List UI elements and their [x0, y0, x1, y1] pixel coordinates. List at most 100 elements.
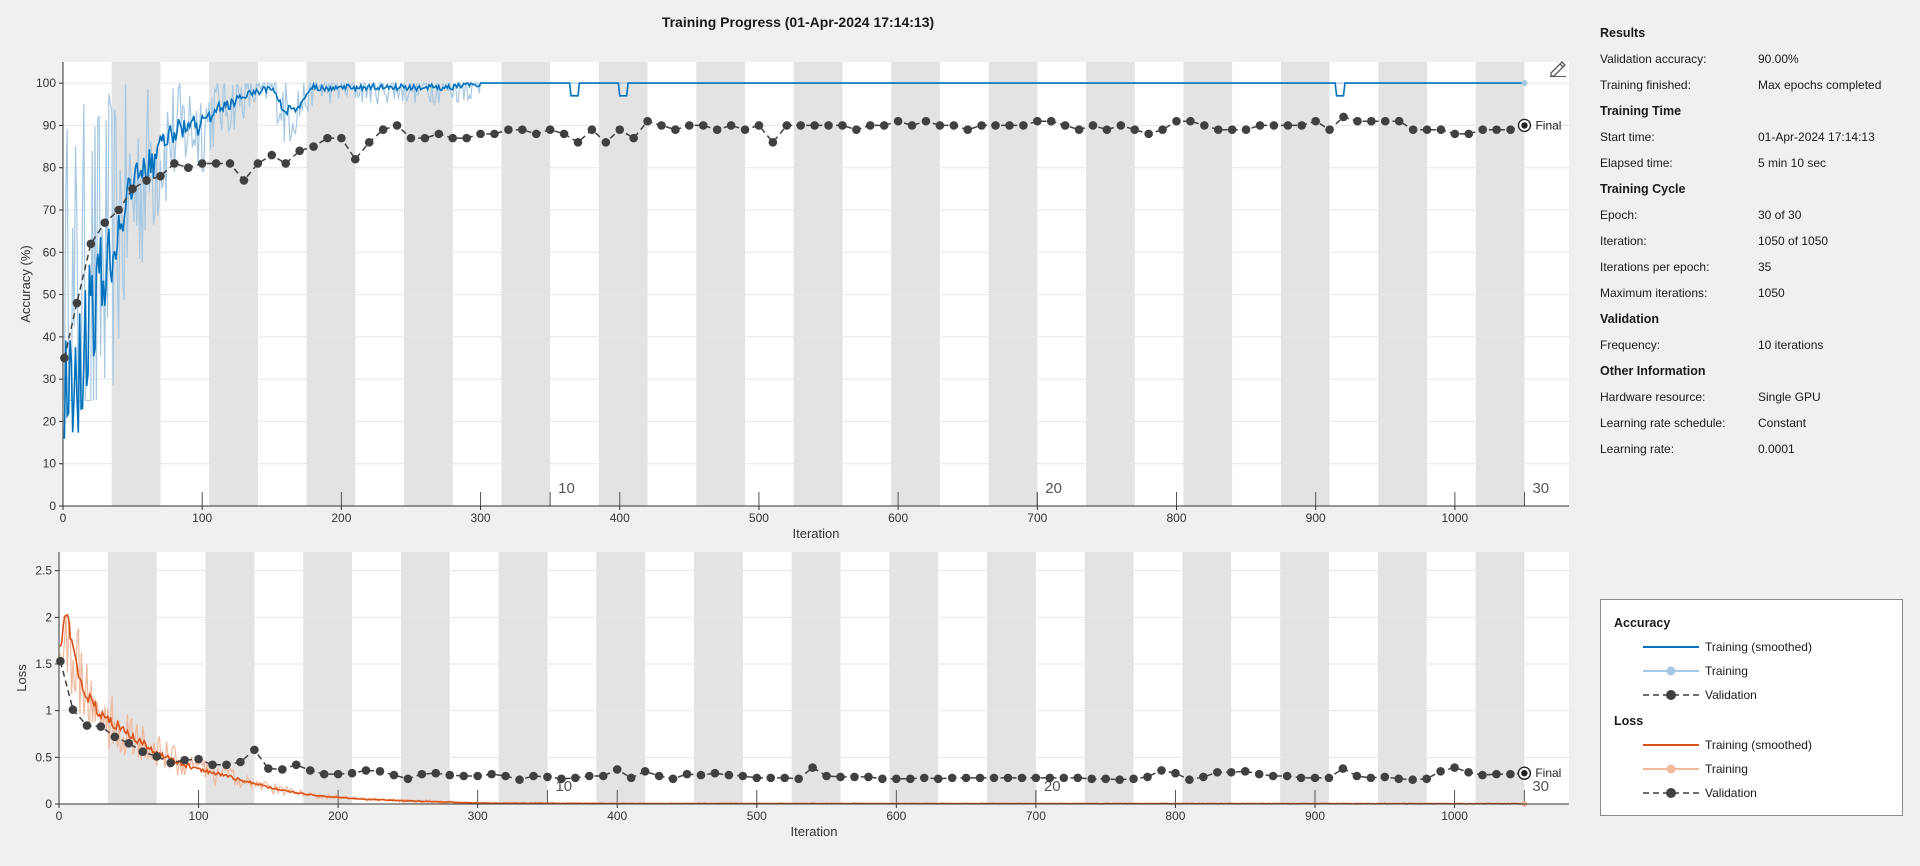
validation-line [63, 116, 1525, 359]
validation-point [1324, 773, 1334, 783]
validation-point [1003, 773, 1013, 783]
x-tick-label: 400 [607, 809, 627, 823]
validation-point [1157, 766, 1166, 775]
validation-point [86, 239, 96, 249]
info-value: 10 iterations [1758, 338, 1824, 352]
epoch-band [404, 62, 453, 506]
validation-point [1129, 774, 1138, 784]
info-row: Learning rate: 0.0001 [1600, 440, 1910, 466]
validation-point [72, 298, 82, 308]
validation-point [1450, 129, 1460, 139]
legend-line-swatch [1643, 744, 1699, 746]
epoch-label: 30 [1532, 480, 1549, 497]
validation-point [682, 769, 692, 779]
validation-point [726, 121, 736, 130]
validation-point [211, 159, 221, 168]
validation-point [515, 775, 524, 785]
validation-point [1186, 116, 1195, 126]
validation-point [865, 121, 875, 130]
info-value: Max epochs completed [1758, 78, 1882, 92]
validation-point [1338, 764, 1348, 773]
validation-point [1185, 775, 1194, 785]
info-key: Iteration: [1600, 234, 1647, 248]
info-section-heading: Training Time [1600, 104, 1682, 118]
validation-point [1241, 125, 1251, 134]
validation-point [573, 138, 583, 147]
validation-point [277, 765, 287, 774]
info-key: Validation accuracy: [1600, 52, 1707, 66]
validation-point [96, 722, 106, 731]
x-tick-label: 300 [471, 511, 491, 525]
validation-point [1353, 116, 1362, 126]
epoch-label: 10 [558, 480, 575, 497]
validation-point [337, 133, 346, 143]
validation-point [601, 138, 611, 147]
x-tick-label: 0 [56, 809, 63, 823]
validation-point [375, 767, 385, 776]
epoch-label: 20 [1045, 480, 1062, 497]
info-value: 90.00% [1758, 52, 1799, 66]
validation-point [1130, 125, 1140, 134]
epoch-band [988, 62, 1038, 506]
validation-point [156, 171, 165, 181]
info-value: 01-Apr-2024 17:14:13 [1758, 130, 1875, 144]
validation-point [110, 732, 120, 742]
validation-point [60, 353, 69, 363]
validation-point [947, 773, 957, 783]
epoch-band [209, 62, 258, 506]
validation-point [696, 770, 706, 780]
training-smoothed-line [63, 81, 1525, 439]
validation-point [490, 129, 499, 139]
y-tick-label: 70 [43, 203, 57, 217]
validation-point [838, 121, 847, 130]
legend-accuracy-smoothed: Training (smoothed) [1643, 638, 1812, 656]
validation-point [710, 768, 720, 778]
validation-point [1283, 121, 1293, 130]
info-value: 0.0001 [1758, 442, 1795, 456]
validation-point [1352, 771, 1362, 781]
info-row: Start time: 01-Apr-2024 17:14:13 [1600, 128, 1910, 154]
info-section-heading: Other Information [1600, 364, 1706, 378]
validation-point [1422, 125, 1432, 134]
legend-label: Training [1705, 762, 1748, 776]
validation-point [740, 125, 750, 134]
x-tick-label: 400 [610, 511, 630, 525]
validation-point [1102, 125, 1112, 134]
info-key: Training finished: [1600, 78, 1691, 92]
validation-point [291, 760, 301, 770]
validation-point [1506, 769, 1515, 779]
epoch-band [1475, 552, 1525, 804]
validation-point [1144, 129, 1153, 139]
x-tick-label: 100 [192, 511, 212, 525]
validation-point [810, 121, 819, 130]
validation-point [56, 656, 65, 666]
final-marker-dot [1521, 770, 1528, 777]
validation-point [1046, 116, 1056, 126]
validation-point [518, 125, 527, 134]
validation-point [977, 121, 986, 130]
validation-point [949, 121, 959, 130]
epoch-band [793, 62, 843, 506]
validation-point [529, 771, 538, 781]
epoch-band [1183, 62, 1233, 506]
validation-point [1464, 129, 1474, 139]
edit-axes-icon[interactable] [1548, 58, 1568, 78]
info-value: 5 min 10 sec [1758, 156, 1827, 170]
info-value: Constant [1758, 416, 1807, 430]
legend-label: Training [1705, 664, 1748, 678]
validation-point [640, 767, 650, 776]
epoch-band [596, 552, 646, 804]
validation-point [267, 150, 277, 160]
validation-point [1101, 774, 1110, 784]
epoch-band [303, 552, 353, 804]
y-axis-label: Loss [14, 664, 29, 692]
validation-point [476, 129, 485, 139]
x-tick-label: 900 [1306, 511, 1326, 525]
validation-point [403, 774, 413, 784]
legend-line-swatch [1643, 666, 1699, 676]
final-label: Final [1535, 766, 1561, 780]
epoch-band [111, 62, 161, 506]
validation-point [1325, 125, 1334, 134]
y-tick-label: 10 [43, 457, 57, 471]
legend-accuracy-validation: Validation [1643, 686, 1757, 704]
